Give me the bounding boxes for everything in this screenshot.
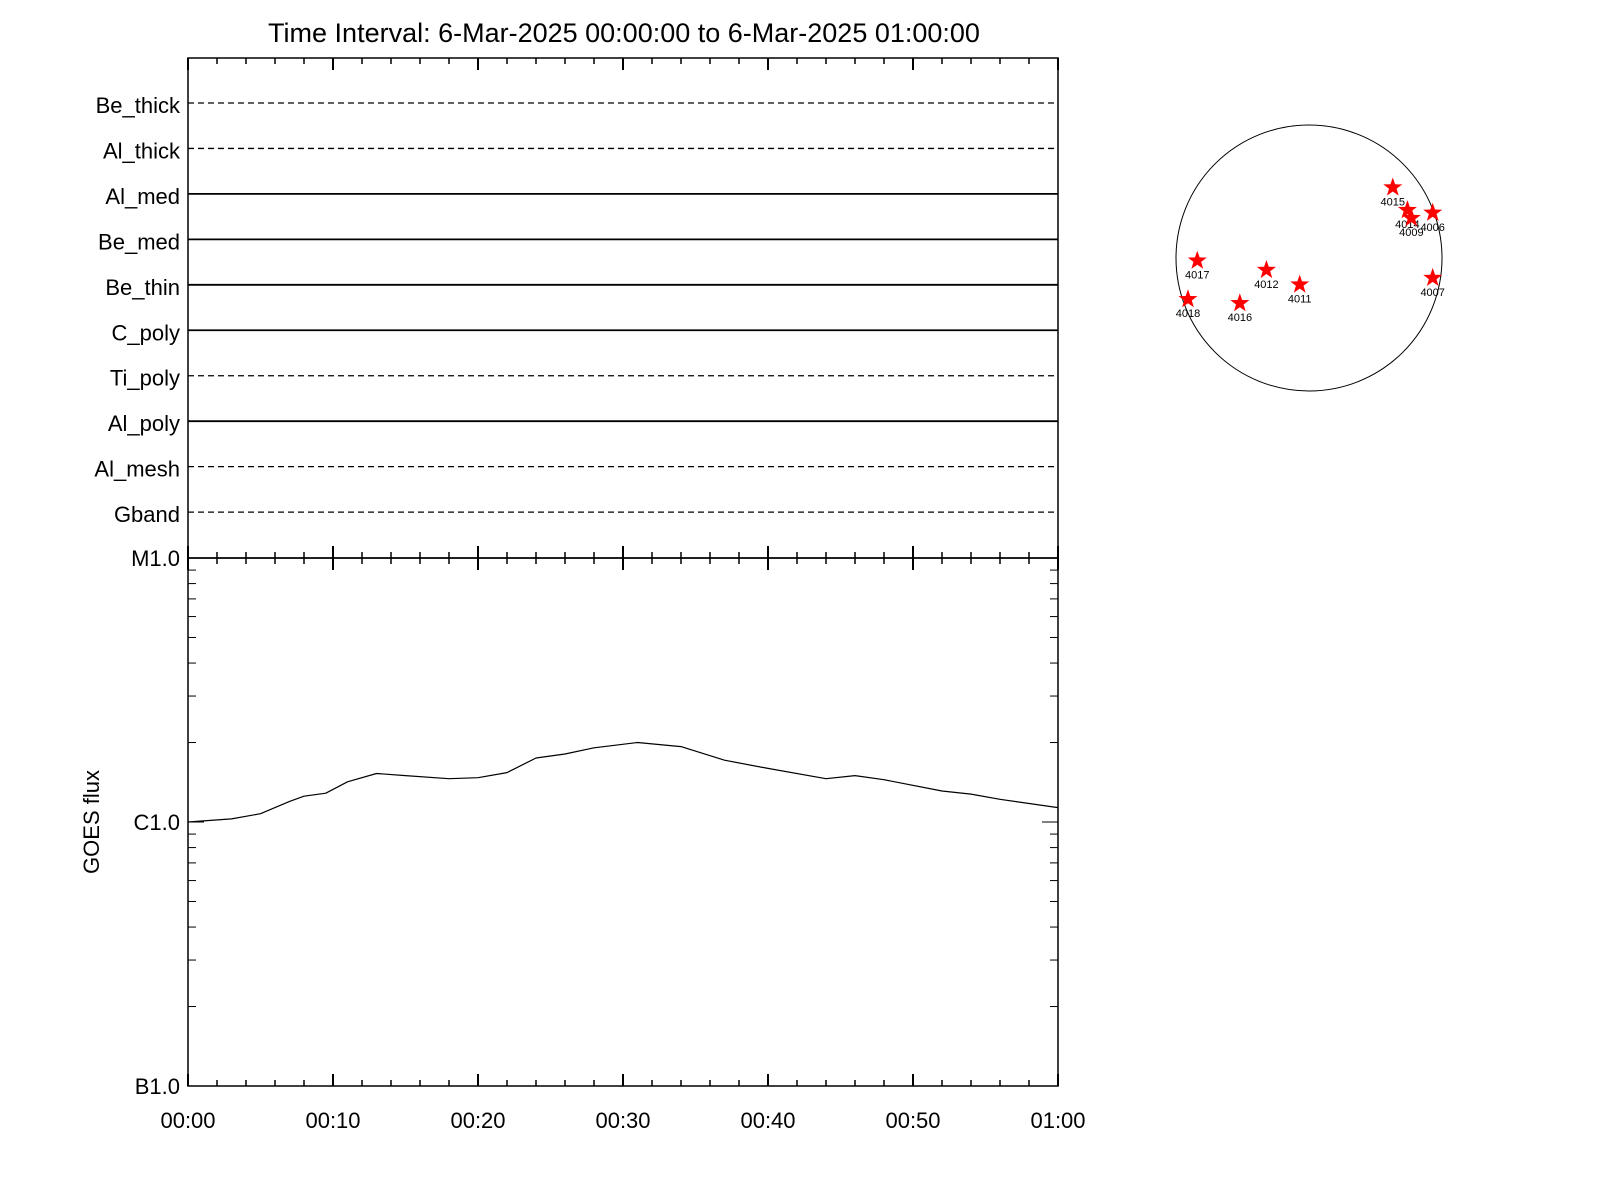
filter-label: Al_mesh [94, 457, 180, 482]
active-region [1423, 267, 1443, 286]
region-label: 4011 [1288, 294, 1312, 306]
active-region [1290, 274, 1310, 293]
active-region [1383, 177, 1403, 196]
filter-label: Be_thin [105, 275, 180, 300]
x-tick-label: 00:30 [595, 1108, 650, 1133]
region-label: 4007 [1420, 287, 1444, 299]
filter-label: Al_thick [103, 138, 181, 163]
plot-frame [187, 557, 1059, 1087]
filter-label: Al_poly [108, 411, 180, 436]
x-tick-label: 01:00 [1030, 1108, 1085, 1133]
x-tick-label: 00:50 [885, 1108, 940, 1133]
filter-label: Gband [114, 502, 180, 527]
region-label: 4018 [1176, 308, 1200, 320]
active-region [1397, 200, 1417, 219]
x-tick-label: 00:10 [305, 1108, 360, 1133]
title: Time Interval: 6-Mar-2025 00:00:00 to 6-… [268, 18, 980, 48]
filter-label: Ti_poly [110, 366, 180, 391]
region-label: 4016 [1228, 312, 1252, 324]
active-region [1230, 293, 1250, 312]
y-axis-label: GOES flux [79, 770, 104, 874]
y-tick-label: B1.0 [135, 1074, 180, 1099]
filter-label: C_poly [112, 320, 180, 345]
region-label: 4006 [1420, 222, 1444, 234]
solar-disk [1175, 124, 1443, 392]
region-label: 4012 [1254, 279, 1278, 291]
active-region [1401, 208, 1421, 227]
region-label: 4015 [1381, 197, 1405, 209]
panel-frame [187, 57, 1059, 559]
y-tick-label: C1.0 [134, 810, 180, 835]
goes-curve [187, 741, 1059, 823]
active-region [1187, 250, 1207, 269]
active-region [1178, 289, 1198, 308]
x-tick-label: 00:40 [740, 1108, 795, 1133]
x-tick-label: 00:00 [160, 1108, 215, 1133]
region-label: 4017 [1185, 270, 1209, 282]
x-tick-label: 00:20 [450, 1108, 505, 1133]
region-label: 4009 [1399, 227, 1423, 239]
active-region [1256, 260, 1276, 279]
filter-label: Be_med [98, 229, 180, 254]
y-tick-label: M1.0 [131, 546, 180, 571]
active-region [1423, 202, 1443, 221]
filter-label: Al_med [105, 184, 180, 209]
filter-label: Be_thick [96, 93, 181, 118]
